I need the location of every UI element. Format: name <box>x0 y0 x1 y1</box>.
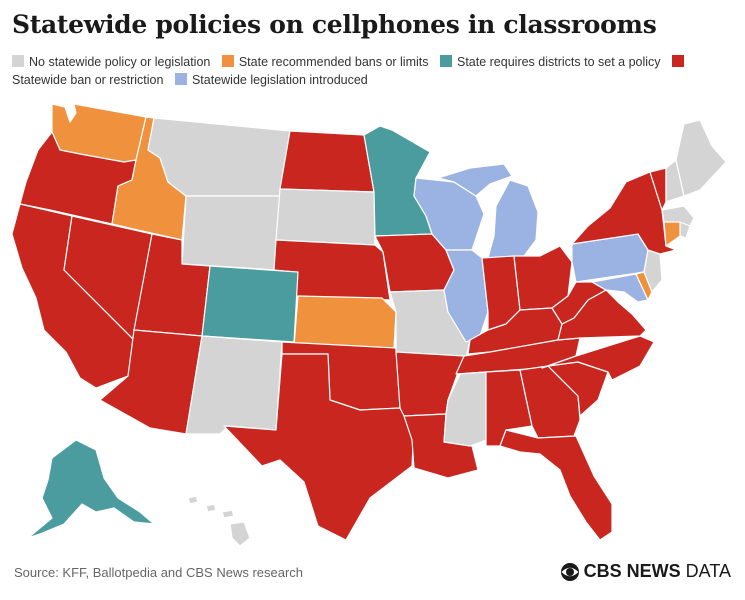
legend-item-district-policy: State requires districts to set a policy <box>439 55 661 69</box>
state-wyoming <box>181 195 281 271</box>
legend-swatch-none <box>12 55 24 67</box>
state-hawaii-1 <box>187 495 199 505</box>
state-kansas <box>293 295 397 349</box>
legend-swatch-ban <box>672 55 685 67</box>
state-maine <box>675 119 727 197</box>
state-hawaii-3 <box>221 509 235 519</box>
us-map <box>11 103 727 547</box>
state-north-carolina <box>541 335 655 381</box>
brand-suffix: DATA <box>685 561 731 581</box>
legend: No statewide policy or legislation State… <box>12 53 734 89</box>
source-note: Source: KFF, Ballotpedia and CBS News re… <box>14 565 304 580</box>
state-massachusetts <box>661 205 695 227</box>
state-michigan <box>487 179 539 259</box>
state-michigan-upper <box>437 163 513 197</box>
legend-item-recommended: State recommended bans or limits <box>221 55 429 69</box>
state-florida <box>499 429 613 541</box>
state-new-mexico <box>185 335 283 435</box>
state-hawaii-2 <box>205 503 217 513</box>
state-alaska <box>27 439 155 539</box>
state-hawaii-4 <box>229 521 251 547</box>
state-texas <box>223 353 415 541</box>
legend-item-introduced: Statewide legislation introduced <box>174 73 368 87</box>
legend-item-ban: Statewide ban or restriction <box>12 55 689 87</box>
legend-swatch-introduced <box>174 73 187 85</box>
legend-label: Statewide ban or restriction <box>12 73 164 87</box>
state-south-dakota <box>275 188 376 246</box>
brand-name: CBS NEWS <box>583 561 681 581</box>
cbs-eye-icon <box>560 562 579 581</box>
legend-swatch-recommended <box>221 55 234 67</box>
legend-label: State recommended bans or limits <box>238 55 429 69</box>
legend-item-none: No statewide policy or legislation <box>12 55 210 69</box>
state-connecticut <box>663 221 681 247</box>
cbs-news-data-logo: CBS NEWS DATA <box>560 561 731 582</box>
map-title: Statewide policies on cellphones in clas… <box>12 10 657 39</box>
legend-label: Statewide legislation introduced <box>191 73 368 87</box>
state-colorado <box>201 265 299 343</box>
legend-label: No statewide policy or legislation <box>29 55 211 69</box>
legend-label: State requires districts to set a policy <box>456 55 661 69</box>
legend-swatch-district-policy <box>439 55 452 67</box>
state-north-dakota <box>279 130 375 193</box>
